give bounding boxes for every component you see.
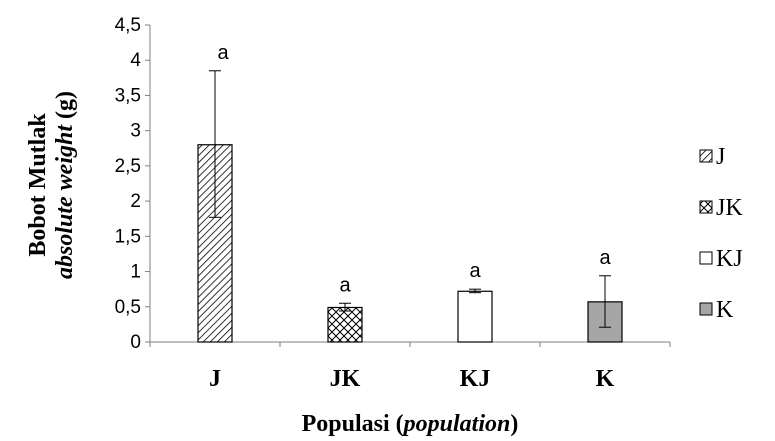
x-category-label: K xyxy=(596,366,615,392)
legend-label: KJ xyxy=(716,246,743,272)
significance-label: a xyxy=(599,247,611,269)
legend-swatch xyxy=(699,149,713,163)
y-axis-title-line1: Bobot Mutlak xyxy=(25,113,51,257)
legend-swatch xyxy=(699,251,713,265)
y-tick-label: 0 xyxy=(130,332,141,353)
y-axis-title-2: absolute weight (g) xyxy=(52,91,78,279)
x-axis-title-main: Populasi ( xyxy=(302,411,404,437)
bar-jk xyxy=(327,306,363,343)
x-category-label: KJ xyxy=(460,366,491,392)
legend-label: JK xyxy=(716,195,743,221)
x-axis-title-italic: population xyxy=(402,411,511,437)
y-axis-title: Bobot Mutlak xyxy=(25,113,51,257)
x-category-label: JK xyxy=(330,366,361,392)
y-tick-label: 2 xyxy=(130,191,141,212)
y-ticks: 0 0,5 1 1,5 2 2,5 3 3,5 4 4,5 xyxy=(115,15,150,353)
significance-label: a xyxy=(339,274,351,296)
x-categories: J JK KJ K xyxy=(149,342,671,392)
y-tick-label: 4,5 xyxy=(115,15,141,36)
y-tick-label: 3 xyxy=(130,121,141,142)
y-tick-label: 2,5 xyxy=(115,156,141,177)
x-category-label: J xyxy=(209,366,221,392)
x-axis-title: Populasi (population) xyxy=(302,411,519,437)
y-axis-title-italic: absolute weight xyxy=(52,124,78,279)
legend-label: K xyxy=(716,297,734,323)
y-tick-label: 3,5 xyxy=(115,85,141,106)
y-tick-label: 1,5 xyxy=(115,226,141,247)
legend-swatch xyxy=(699,302,713,316)
significance-label: a xyxy=(217,42,229,64)
y-tick-label: 0,5 xyxy=(115,297,141,318)
bar-kj xyxy=(457,290,493,343)
legend: J JK KJ K xyxy=(699,144,743,323)
legend-swatch xyxy=(699,200,713,214)
y-axis-title-unit: (g) xyxy=(52,91,78,125)
y-tick-label: 1 xyxy=(130,262,141,283)
x-axis-title-end: ) xyxy=(510,411,518,437)
bars: a a a a xyxy=(197,42,623,343)
significance-label: a xyxy=(469,260,481,282)
y-tick-label: 4 xyxy=(130,50,141,71)
legend-label: J xyxy=(716,144,725,170)
